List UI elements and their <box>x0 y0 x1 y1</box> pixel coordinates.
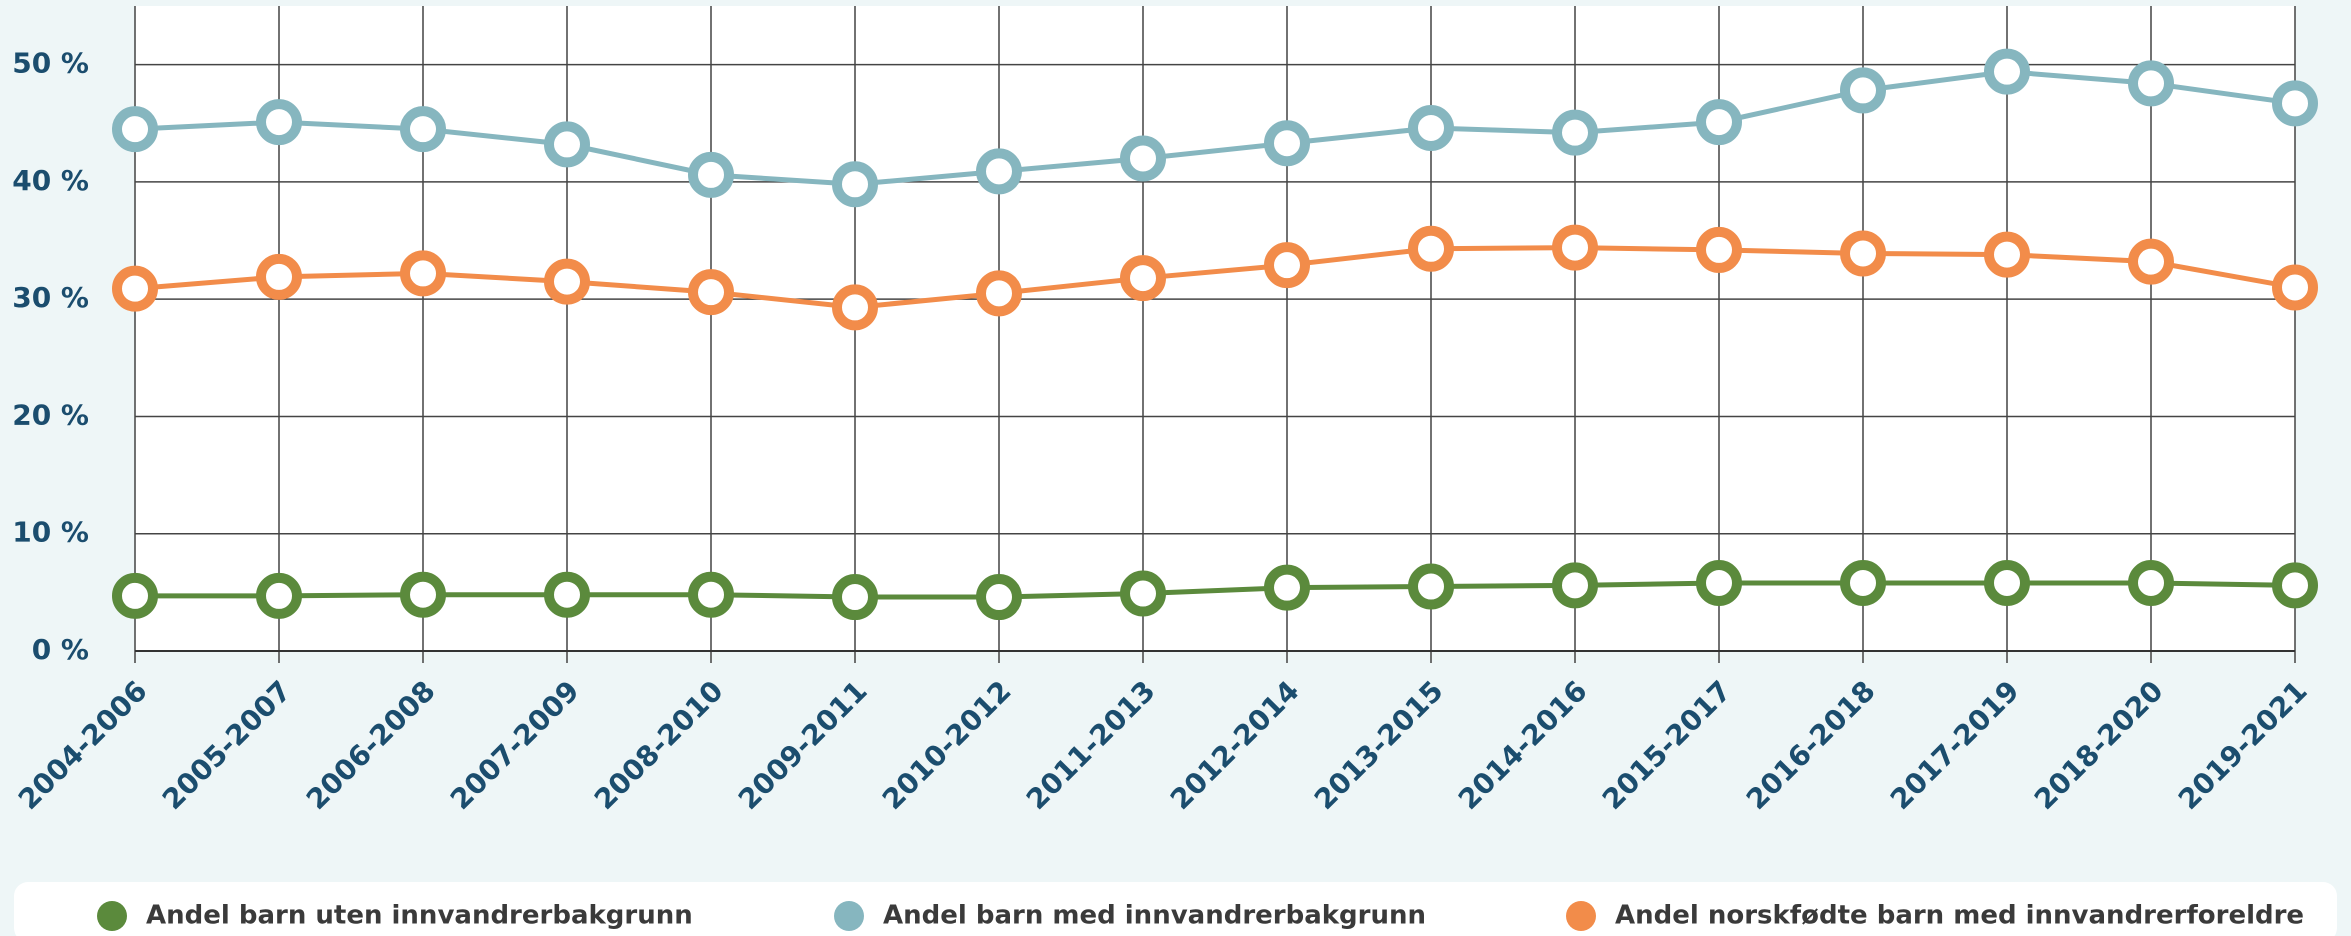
y-tick-label: 0 % <box>32 633 89 666</box>
x-tick-label: 2007-2009 <box>444 674 586 816</box>
point <box>256 572 302 619</box>
x-tick-label: 2017-2019 <box>1884 674 2026 816</box>
series-line <box>135 580 2296 600</box>
point <box>1984 48 2030 95</box>
legend-marker <box>97 901 127 931</box>
y-tick-label: 20 % <box>12 398 89 431</box>
point <box>400 250 446 297</box>
point <box>688 269 734 316</box>
point <box>1264 564 1310 611</box>
point <box>2128 238 2174 285</box>
x-tick-label: 2011-2013 <box>1020 674 1162 816</box>
point <box>2272 562 2318 609</box>
point <box>1552 109 1598 156</box>
point <box>1408 563 1454 610</box>
x-tick-label: 2016-2018 <box>1740 674 1882 816</box>
series-line <box>134 69 2296 187</box>
legend-label: Andel barn med innvandrerbakgrunn <box>883 901 1426 931</box>
x-tick-label: 2019-2021 <box>2172 674 2314 816</box>
x-tick-label: 2004-2006 <box>12 674 154 816</box>
point <box>976 270 1022 317</box>
x-tick-label: 2015-2017 <box>1596 674 1738 816</box>
point <box>1840 230 1886 277</box>
y-tick-label: 40 % <box>12 164 89 197</box>
y-tick-label: 30 % <box>12 281 89 314</box>
x-tick-label: 2009-2011 <box>732 674 874 816</box>
point <box>1552 224 1598 271</box>
point <box>112 572 158 619</box>
point <box>1408 104 1454 151</box>
point <box>112 265 158 312</box>
x-tick-label: 2010-2012 <box>876 674 1018 816</box>
x-tick-label: 2013-2015 <box>1308 674 1450 816</box>
legend-box <box>14 882 2337 936</box>
point <box>1408 225 1454 272</box>
point <box>688 151 734 198</box>
point <box>1840 67 1886 114</box>
point <box>400 106 446 153</box>
x-tick-label: 2008-2010 <box>588 674 730 816</box>
legend-marker <box>834 901 864 931</box>
point <box>1696 99 1742 146</box>
x-tick-label: 2006-2008 <box>300 674 442 816</box>
point <box>544 121 590 168</box>
point <box>256 99 302 146</box>
point <box>112 106 158 153</box>
point <box>1984 559 2030 606</box>
legend-label: Andel barn uten innvandrerbakgrunn <box>146 901 693 931</box>
point <box>1264 242 1310 289</box>
point <box>1696 226 1742 273</box>
point <box>1696 559 1742 606</box>
point <box>832 284 878 331</box>
point <box>1840 559 1886 606</box>
x-tick-label: 2018-2020 <box>2028 674 2170 816</box>
point <box>688 571 734 618</box>
point <box>1120 570 1166 617</box>
legend-label: Andel norskfødte barn med innvandrerfore… <box>1615 901 2304 931</box>
point <box>1264 120 1310 167</box>
plot-area <box>135 6 2295 651</box>
series-line <box>134 245 2296 310</box>
point <box>2128 559 2174 606</box>
x-tick-label: 2012-2014 <box>1164 674 1306 816</box>
point <box>400 571 446 618</box>
x-tick-label: 2005-2007 <box>156 674 298 816</box>
point <box>832 161 878 208</box>
legend-marker <box>1566 901 1596 931</box>
point <box>544 571 590 618</box>
point <box>1120 255 1166 302</box>
point <box>832 574 878 621</box>
y-tick-label: 10 % <box>12 516 89 549</box>
y-tick-label: 50 % <box>12 47 89 80</box>
point <box>1552 562 1598 609</box>
point <box>256 253 302 300</box>
point <box>2128 60 2174 107</box>
point <box>976 148 1022 195</box>
point <box>1984 231 2030 278</box>
point <box>544 258 590 305</box>
point <box>976 574 1022 621</box>
point <box>2272 264 2318 311</box>
point <box>2272 80 2318 127</box>
point <box>1120 135 1166 182</box>
x-tick-label: 2014-2016 <box>1452 674 1594 816</box>
